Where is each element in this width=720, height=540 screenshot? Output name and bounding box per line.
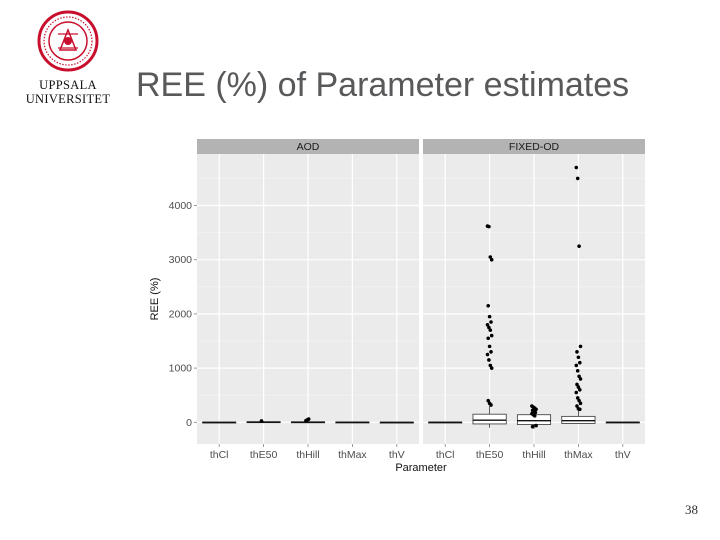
- outlier-point: [488, 255, 493, 259]
- y-axis-title: REE (%): [149, 278, 161, 321]
- outlier-point: [534, 423, 538, 428]
- outlier-point: [578, 387, 582, 392]
- y-tick-label: 2000: [169, 308, 193, 320]
- outlier-point: [306, 417, 311, 421]
- outlier-point: [486, 303, 491, 308]
- outlier-point: [576, 355, 581, 360]
- x-tick-label: thMax: [564, 449, 593, 461]
- outlier-point: [486, 398, 491, 403]
- x-tick-label: thV: [389, 449, 405, 461]
- y-tick-label: 1000: [169, 363, 193, 375]
- x-tick-label: thHill: [296, 449, 319, 461]
- outlier-point: [487, 314, 492, 319]
- outlier-point: [575, 369, 580, 373]
- x-tick-label: thCl: [436, 449, 455, 461]
- x-tick-label: thE50: [476, 449, 504, 461]
- outlier-point: [488, 328, 493, 332]
- y-tick-label: 0: [186, 417, 192, 429]
- outlier-point: [577, 398, 581, 403]
- x-tick-label: thHill: [522, 449, 545, 461]
- university-name: UPPSALA UNIVERSITET: [18, 78, 118, 106]
- outlier-point: [488, 363, 493, 368]
- outlier-point: [487, 344, 492, 349]
- facet-label: AOD: [297, 141, 320, 153]
- box-fixed-od-thE50: [472, 413, 507, 425]
- logo-line-1: UPPSALA: [39, 78, 97, 92]
- x-tick-label: thE50: [250, 449, 278, 461]
- outlier-point: [259, 419, 264, 423]
- outlier-point: [578, 407, 582, 412]
- outlier-point: [574, 165, 579, 170]
- outlier-point: [487, 224, 491, 229]
- outlier-point: [578, 377, 583, 381]
- outlier-point: [575, 176, 580, 181]
- outlier-point: [574, 363, 579, 368]
- uppsala-seal-icon: [37, 10, 99, 72]
- outlier-point: [485, 352, 490, 357]
- outlier-point: [489, 403, 493, 407]
- outlier-point: [577, 244, 581, 248]
- outlier-point: [575, 382, 579, 387]
- outlier-point: [489, 350, 493, 354]
- outlier-point: [487, 358, 491, 362]
- outlier-point: [578, 360, 582, 365]
- box-fixed-od-thMax: [561, 415, 596, 424]
- x-tick-label: thMax: [338, 449, 367, 461]
- x-axis-title: Parameter: [395, 462, 447, 474]
- x-tick-label: thCl: [210, 449, 229, 461]
- outlier-point: [485, 322, 490, 327]
- outlier-point: [574, 390, 579, 395]
- outlier-point: [578, 401, 583, 406]
- outlier-point: [575, 350, 579, 354]
- outlier-point: [489, 333, 494, 338]
- outlier-point: [575, 396, 580, 400]
- outlier-point: [577, 374, 581, 379]
- y-tick-label: 3000: [169, 254, 193, 266]
- logo-line-2: UNIVERSITET: [25, 92, 111, 106]
- outlier-point: [578, 344, 583, 349]
- facet-label: FIXED-OD: [509, 141, 560, 153]
- y-tick-label: 4000: [169, 200, 193, 212]
- facet-strip: [423, 139, 645, 154]
- boxplot-chart: AOD thCl thE50 thHill thMax thV FIXED-OD thCl th…: [149, 139, 645, 474]
- outlier-point: [486, 336, 491, 341]
- outlier-point: [532, 414, 537, 418]
- page-number: 38: [685, 502, 698, 517]
- outlier-point: [489, 257, 494, 262]
- x-tick-label: thV: [615, 449, 631, 461]
- facet-strip: [197, 139, 419, 154]
- university-logo: UPPSALA UNIVERSITET: [18, 10, 136, 110]
- outlier-point: [576, 385, 581, 389]
- slide-title: REE (%) of Parameter estimates: [136, 66, 630, 104]
- outlier-point: [489, 320, 493, 324]
- outlier-point: [575, 404, 579, 408]
- outlier-point: [530, 424, 535, 429]
- outlier-point: [489, 366, 494, 370]
- outlier-point: [487, 325, 491, 330]
